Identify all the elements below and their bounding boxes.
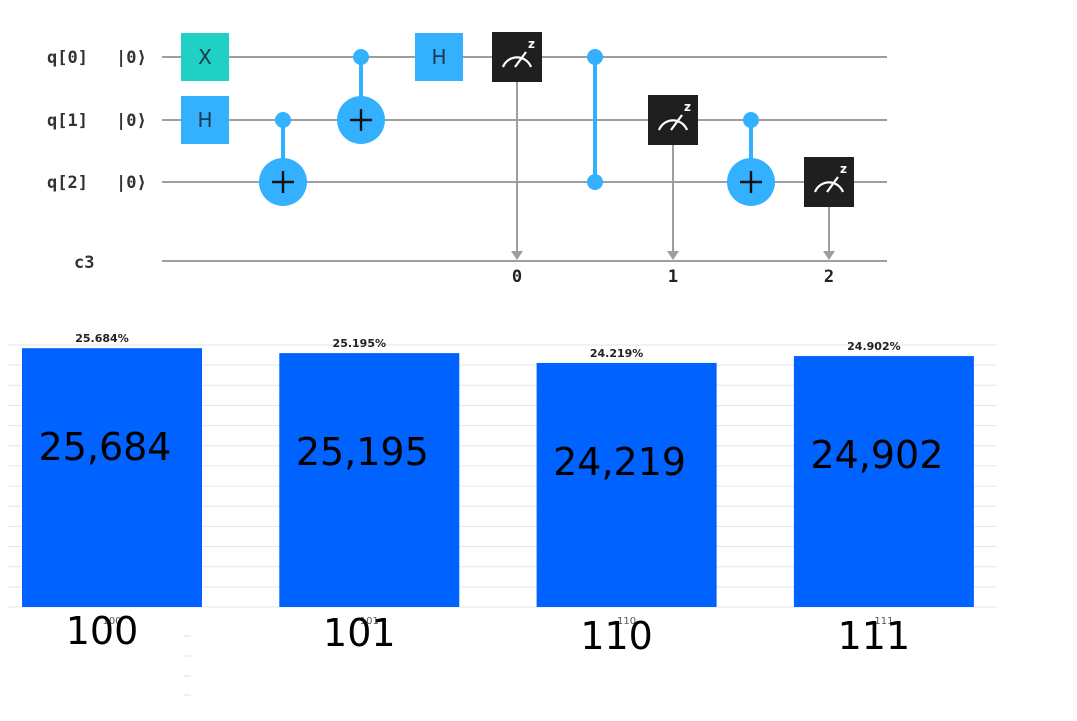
bar-percent-label: 25.684% — [75, 332, 128, 345]
bar-percent-label: 24.902% — [847, 340, 900, 353]
qubit-label: q[2] — [47, 173, 88, 193]
bar[interactable] — [279, 353, 460, 607]
classical-bit-index: 1 — [668, 267, 678, 287]
bar[interactable] — [793, 356, 974, 607]
category-label: 111 — [838, 614, 911, 658]
meter-icon — [813, 181, 845, 193]
measure-arrow — [667, 251, 679, 260]
control-dot[interactable] — [275, 112, 291, 128]
bar-percent-label: 24.219% — [590, 347, 643, 360]
meter-needle — [826, 176, 839, 193]
results-bar-chart: 25.684%25,68410010025.195%25,19510110124… — [8, 332, 997, 696]
quantum-circuit: q[0] |0⟩ q[1] |0⟩ q[2] |0⟩ c3 X H Hz 0 z 1 z 2 — [47, 32, 887, 287]
bar[interactable] — [22, 348, 202, 607]
measure-arrow — [511, 251, 523, 260]
bar-count-label: 25,195 — [296, 430, 429, 474]
bar-count-label: 24,902 — [810, 433, 943, 477]
qubit-initial-state: |0⟩ — [116, 173, 147, 193]
category-label: 110 — [580, 614, 653, 658]
measure-basis-z: z — [840, 162, 847, 176]
measure-basis-z: z — [684, 100, 691, 114]
classical-bit-index: 0 — [512, 267, 522, 287]
qubit-label: q[1] — [47, 111, 88, 131]
classical-register-label: c3 — [74, 253, 94, 273]
control-dot[interactable] — [743, 112, 759, 128]
gate-label: H — [431, 45, 446, 69]
control-dot[interactable] — [587, 174, 603, 190]
qubit-initial-state: |0⟩ — [116, 111, 147, 131]
meter-needle — [514, 51, 527, 68]
control-dot[interactable] — [587, 49, 603, 65]
category-tick-label: 111 — [874, 616, 893, 627]
bar-count-label: 24,219 — [553, 440, 686, 484]
classical-bit-index: 2 — [824, 267, 834, 287]
category-tick-label: 110 — [617, 616, 636, 627]
x-gate[interactable] — [181, 33, 229, 81]
qubit-initial-state: |0⟩ — [116, 48, 147, 68]
qubit-label: q[0] — [47, 48, 88, 68]
control-dot[interactable] — [353, 49, 369, 65]
meter-icon — [657, 119, 689, 131]
category-tick-label: 100 — [102, 616, 121, 627]
bar-count-label: 25,684 — [39, 425, 172, 469]
category-label: 100 — [66, 609, 139, 653]
category-label: 101 — [323, 611, 396, 655]
h-gate[interactable] — [415, 33, 463, 81]
bar-percent-label: 25.195% — [333, 337, 386, 350]
meter-icon — [501, 56, 533, 68]
bar[interactable] — [536, 362, 717, 607]
gate-label: X — [198, 45, 212, 69]
category-tick-label: 101 — [360, 616, 379, 627]
h-gate[interactable] — [181, 96, 229, 144]
measure-arrow — [823, 251, 835, 260]
gate-label: H — [197, 108, 212, 132]
measure-basis-z: z — [528, 37, 535, 51]
meter-needle — [670, 114, 683, 131]
